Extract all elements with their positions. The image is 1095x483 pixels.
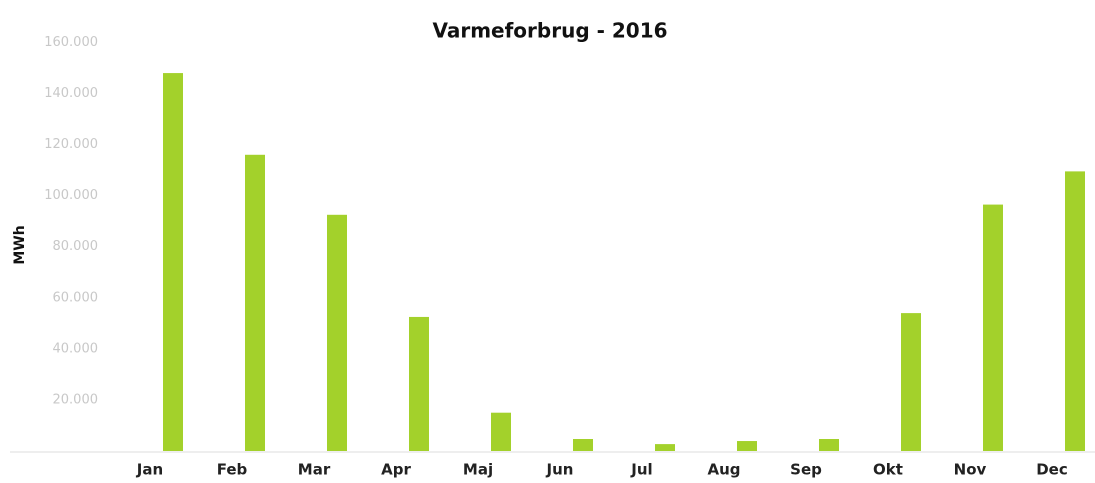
x-tick-label: Apr <box>381 461 411 479</box>
bar <box>245 154 265 452</box>
bar <box>983 204 1003 451</box>
y-tick-label: 120.000 <box>44 137 98 152</box>
bar <box>1065 171 1085 452</box>
x-tick-label: Maj <box>463 461 493 479</box>
x-tick-label: Dec <box>1036 461 1068 479</box>
y-tick-label: 100.000 <box>44 188 98 203</box>
x-tick-label: Mar <box>298 461 331 479</box>
bar <box>737 441 757 451</box>
bar <box>409 316 429 451</box>
y-tick-label: 40.000 <box>53 341 99 356</box>
y-tick-label: 140.000 <box>44 86 98 101</box>
x-tick-label: Sep <box>790 461 822 479</box>
bar <box>163 73 183 452</box>
x-tick-label: Jun <box>546 461 574 479</box>
x-tick-label: Jan <box>136 461 163 479</box>
bar <box>491 412 511 451</box>
x-tick-label: Aug <box>707 461 740 479</box>
x-tick-label: Nov <box>954 461 987 479</box>
y-tick-label: 160.000 <box>44 35 98 50</box>
bar <box>573 438 593 451</box>
x-tick-label: Okt <box>873 461 903 479</box>
chart-title: Varmeforbrug - 2016 <box>432 19 667 43</box>
bar <box>655 444 675 451</box>
y-tick-label: 20.000 <box>53 392 99 407</box>
x-tick-label: Feb <box>217 461 248 479</box>
bar <box>901 313 921 451</box>
y-axis-label: MWh <box>12 225 28 264</box>
y-tick-label: 60.000 <box>53 290 99 305</box>
x-tick-label: Jul <box>630 461 652 479</box>
bar <box>819 438 839 451</box>
y-tick-label: 80.000 <box>53 239 99 254</box>
bar <box>327 214 347 451</box>
